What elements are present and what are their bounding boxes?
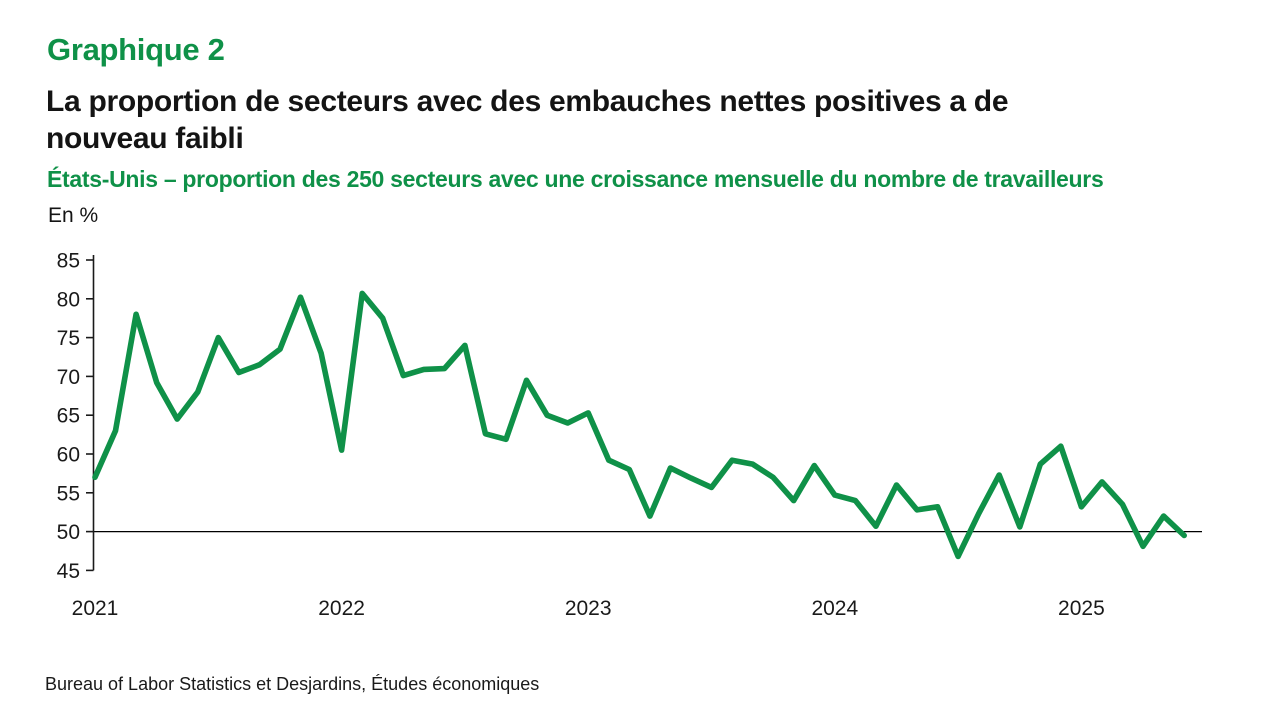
y-tick-label: 60 bbox=[57, 444, 80, 467]
y-tick-label: 65 bbox=[57, 405, 80, 428]
x-tick-label: 2022 bbox=[318, 597, 365, 620]
x-tick-label: 2024 bbox=[811, 597, 858, 620]
y-tick-label: 50 bbox=[57, 521, 80, 544]
y-tick-label: 85 bbox=[57, 250, 80, 273]
chart-title-line-2: nouveau faibli bbox=[46, 122, 244, 155]
source-note: Bureau of Labor Statistics et Desjardins… bbox=[45, 674, 540, 694]
chart-title: La proportion de secteurs avec des embau… bbox=[46, 83, 1236, 157]
y-tick-label: 75 bbox=[57, 327, 80, 350]
x-tick-label: 2021 bbox=[72, 597, 119, 620]
y-tick-label: 70 bbox=[57, 366, 80, 389]
x-tick-label: 2023 bbox=[565, 597, 612, 620]
x-tick-label: 2025 bbox=[1058, 597, 1105, 620]
chart-subtitle: États-Unis – proportion des 250 secteurs… bbox=[47, 166, 1104, 192]
y-axis-unit-label: En % bbox=[48, 204, 99, 227]
data-series-line bbox=[92, 290, 1187, 560]
y-tick-label: 45 bbox=[57, 560, 80, 583]
y-tick-label: 80 bbox=[57, 288, 80, 311]
chart-title-line-1: La proportion de secteurs avec des embau… bbox=[46, 85, 1009, 118]
y-tick-label: 55 bbox=[57, 482, 80, 505]
chart-number: Graphique 2 bbox=[47, 32, 225, 67]
